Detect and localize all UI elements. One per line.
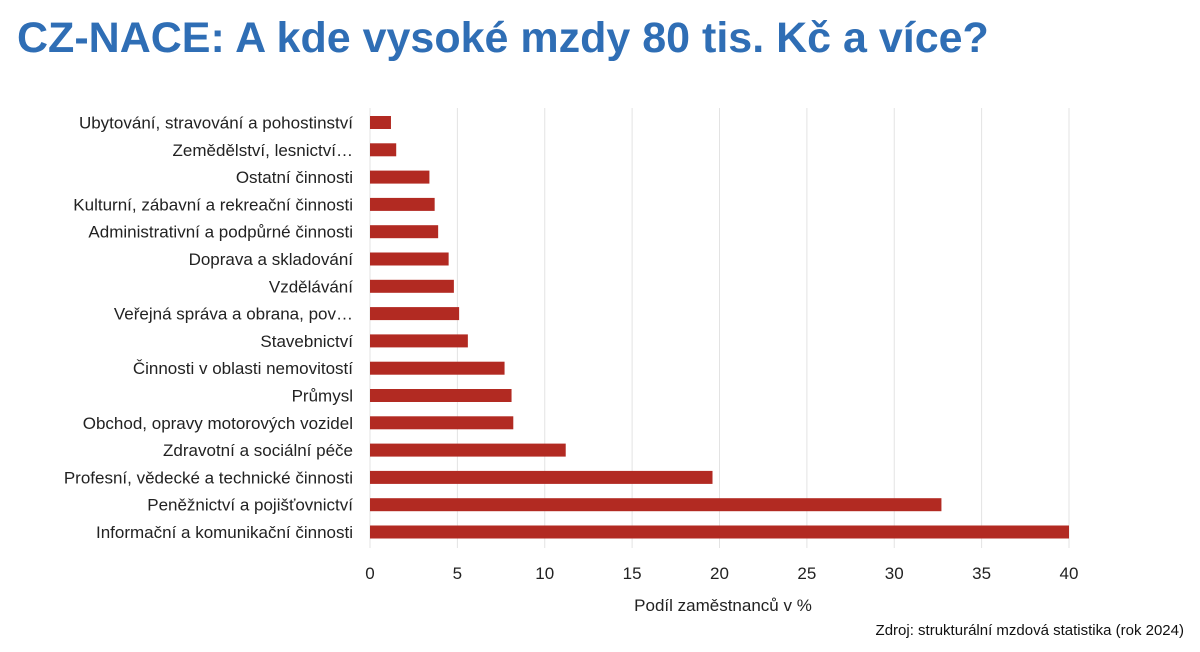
x-tick-label: 15 <box>623 564 642 583</box>
bar <box>370 470 713 484</box>
x-tick-label: 40 <box>1060 564 1079 583</box>
bar <box>370 443 566 457</box>
category-label: Profesní, vědecké a technické činnosti <box>64 468 353 487</box>
x-tick-label: 30 <box>885 564 904 583</box>
bar <box>370 361 505 375</box>
bar <box>370 498 942 512</box>
x-tick-label: 5 <box>453 564 462 583</box>
bar <box>370 170 430 184</box>
bar <box>370 416 514 430</box>
bar <box>370 143 397 157</box>
x-axis-title: Podíl zaměstnanců v % <box>634 596 812 615</box>
category-label: Obchod, opravy motorových vozidel <box>83 414 353 433</box>
category-labels: Ubytování, stravování a pohostinství Země… <box>64 114 353 543</box>
bar <box>370 525 1069 539</box>
category-label: Ubytování, stravování a pohostinství <box>79 114 353 133</box>
category-label: Veřejná správa a obrana, pov… <box>114 305 353 324</box>
x-tick-label: 20 <box>710 564 729 583</box>
bar <box>370 197 435 211</box>
category-label: Doprava a skladování <box>189 250 354 269</box>
category-label: Kulturní, zábavní a rekreační činnosti <box>73 195 353 214</box>
bar <box>370 307 460 321</box>
bar <box>370 279 454 293</box>
bar <box>370 225 439 239</box>
category-label: Průmysl <box>292 387 353 406</box>
bar <box>370 252 449 266</box>
bar <box>370 334 468 348</box>
x-tick-labels: 0 5 10 15 20 25 30 35 40 <box>365 564 1078 583</box>
source-note: Zdroj: strukturální mzdová statistika (r… <box>875 622 1184 639</box>
x-tick-label: 10 <box>535 564 554 583</box>
category-label: Stavebnictví <box>260 332 353 351</box>
category-label: Administrativní a podpůrné činnosti <box>88 223 353 242</box>
category-label: Informační a komunikační činnosti <box>96 523 353 542</box>
category-label: Peněžnictví a pojišťovnictví <box>147 496 353 515</box>
x-tick-label: 25 <box>797 564 816 583</box>
bar <box>370 116 391 129</box>
category-label: Zemědělství, lesnictví… <box>173 141 353 160</box>
category-label: Vzdělávání <box>269 277 353 296</box>
x-tick-label: 35 <box>972 564 991 583</box>
x-tick-label: 0 <box>365 564 374 583</box>
category-label: Činnosti v oblasti nemovitostí <box>133 359 353 378</box>
category-label: Zdravotní a sociální péče <box>163 441 353 460</box>
bar <box>370 389 512 402</box>
category-label: Ostatní činnosti <box>236 168 353 187</box>
page-title: CZ-NACE: A kde vysoké mzdy 80 tis. Kč a … <box>17 14 989 62</box>
bars <box>370 116 1069 539</box>
